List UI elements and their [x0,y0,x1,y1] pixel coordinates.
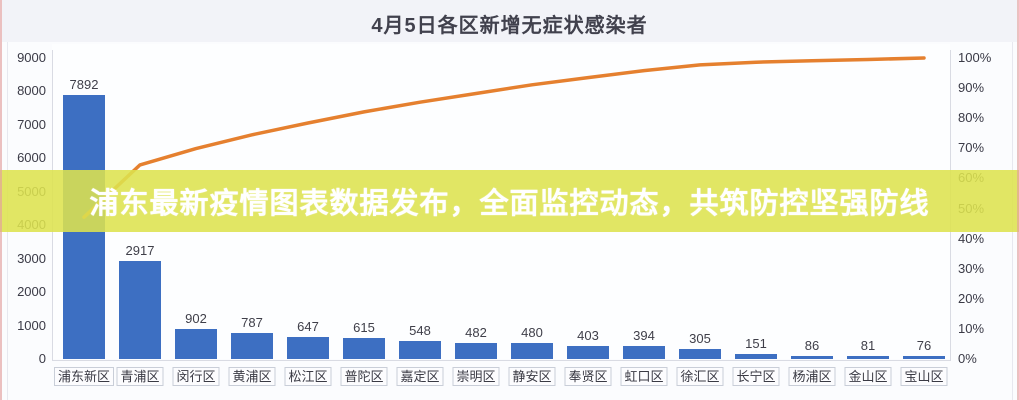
bar-value-label: 7892 [69,77,99,93]
bar-value-label: 2917 [125,243,155,259]
bar [119,261,161,359]
bar [903,356,945,359]
y-axis-right-tick: 40% [958,230,985,246]
bar-value-label: 76 [916,338,932,354]
y-axis-left-tick: 1000 [17,317,46,333]
right-edge-sliver [1017,0,1019,400]
y-axis-left-tick: 3000 [17,250,46,266]
x-axis-label: 青浦区 [116,367,164,386]
bar-value-label: 615 [353,320,375,336]
bar-value-label: 81 [860,338,876,354]
x-axis-label: 杨浦区 [788,367,836,386]
bar-value-label: 647 [297,319,319,335]
bar [511,342,553,359]
bar-value-label: 480 [521,324,543,340]
x-axis-label: 奉贤区 [564,367,612,386]
x-axis-line [52,360,951,361]
bar [343,338,385,359]
bar [399,340,441,359]
left-edge-sliver [0,0,2,400]
x-axis-label: 浦东新区 [53,367,115,386]
x-axis-label: 崇明区 [452,367,500,386]
x-axis-label: 嘉定区 [396,367,444,386]
bar [567,345,609,359]
y-axis-right-tick: 20% [958,290,985,306]
x-axis-label: 静安区 [508,367,556,386]
bar [231,332,273,359]
y-axis-right-tick: 70% [958,140,985,156]
bar [287,337,329,359]
bar [623,345,665,359]
x-axis-label: 黄浦区 [228,367,276,386]
bar [791,356,833,359]
x-axis-label: 宝山区 [900,367,948,386]
y-axis-left-tick: 2000 [17,284,46,300]
y-axis-right-tick: 10% [958,320,985,336]
x-axis-label: 金山区 [844,367,892,386]
bar [455,342,497,359]
bar-value-label: 305 [689,330,711,346]
x-axis-label: 虹口区 [620,367,668,386]
x-axis-label: 徐汇区 [676,367,724,386]
bar-value-label: 787 [241,314,263,330]
y-axis-right-tick: 30% [958,260,985,276]
headline-text: 浦东最新疫情图表数据发布，全面监控动态，共筑防控坚强防线 [89,188,930,220]
bar-value-label: 403 [577,327,599,343]
bar-value-label: 482 [465,324,487,340]
title-strip [2,0,1017,42]
y-axis-right-tick: 100% [958,50,992,65]
y-axis-right-tick: 0% [958,351,977,366]
bar [847,356,889,359]
y-axis-left-tick: 0 [38,351,46,366]
bar-value-label: 548 [409,322,431,338]
bar [175,328,217,359]
bar [735,353,777,359]
x-axis-label: 闵行区 [172,367,220,386]
y-axis-left-tick: 8000 [17,83,46,99]
chart-title: 4月5日各区新增无症状感染者 [371,15,648,37]
y-axis-right-tick: 80% [958,110,985,126]
bar-value-label: 151 [745,335,767,351]
y-axis-left-tick: 7000 [17,116,46,132]
headline-banner: 浦东最新疫情图表数据发布，全面监控动态，共筑防控坚强防线 [0,170,1019,232]
x-axis-label: 普陀区 [340,367,388,386]
bar-value-label: 86 [804,338,820,354]
x-axis-label: 松江区 [284,367,332,386]
bar-value-label: 902 [185,310,207,326]
y-axis-left-tick: 9000 [17,50,46,65]
y-axis-right-tick: 90% [958,80,985,96]
bar-value-label: 394 [633,327,655,343]
x-axis-label: 长宁区 [732,367,780,386]
bar [679,348,721,359]
y-axis-left-tick: 6000 [17,150,46,166]
